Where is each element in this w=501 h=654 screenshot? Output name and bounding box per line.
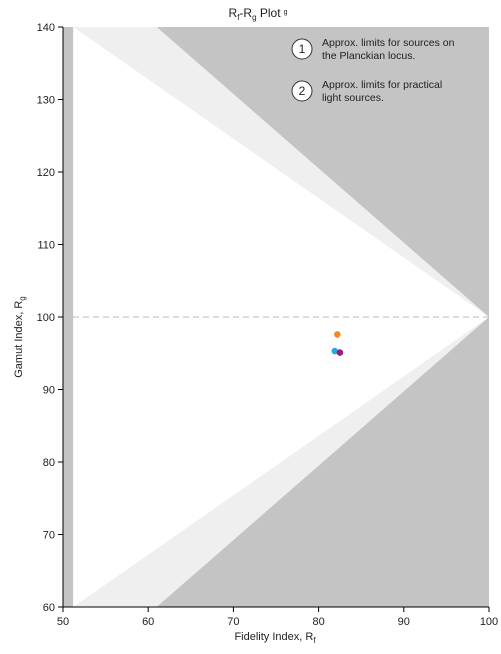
- annotation-number-circle: [291, 80, 313, 102]
- y-tick-label: 130: [37, 95, 55, 107]
- title-mid: -R: [239, 6, 252, 20]
- x-axis-title-sub: f: [313, 636, 316, 645]
- x-axis-title-main: Fidelity Index, R: [234, 631, 313, 643]
- data-point: [336, 349, 344, 356]
- y-tick-label: 80: [43, 457, 55, 469]
- title-sub-g: g: [252, 13, 256, 22]
- y-tick-label: 60: [43, 602, 55, 614]
- data-point: [331, 347, 339, 355]
- y-tick-label: 100: [37, 312, 55, 324]
- y-axis-title-main: Gamut Index, R: [13, 301, 25, 378]
- annotation-text-line: the Planckian locus.: [322, 50, 415, 62]
- x-tick-label: 50: [57, 616, 69, 628]
- annotation-number-circle: [291, 38, 313, 60]
- x-tick-label: 80: [312, 616, 324, 628]
- title-tail: Plot: [257, 6, 282, 20]
- y-axis-title: Gamut Index, Rg: [13, 296, 27, 378]
- x-tick-label: 70: [227, 616, 239, 628]
- y-tick-label: 110: [37, 240, 55, 252]
- data-points: [331, 331, 344, 356]
- annotation-number: 2: [299, 84, 306, 98]
- data-point: [334, 331, 341, 338]
- title-part-r: R: [229, 6, 238, 20]
- plot-area: [63, 27, 489, 607]
- y-tick-label: 90: [43, 385, 55, 397]
- planckian-limit-region: [73, 27, 489, 607]
- y-axis-title-sub: g: [18, 296, 27, 300]
- annotation-text-line: light sources.: [322, 92, 384, 104]
- x-tick-label: 90: [398, 616, 410, 628]
- title-sub-f: f: [237, 13, 240, 22]
- x-tick-label: 60: [142, 616, 154, 628]
- y-tick-label: 70: [43, 530, 55, 542]
- annotation-text-line: Approx. limits for sources on: [322, 37, 455, 49]
- annotation-number: 1: [299, 42, 306, 56]
- x-axis-title: Fidelity Index, Rf: [234, 631, 316, 645]
- annotation-text-line: Approx. limits for practical: [322, 79, 442, 91]
- y-tick-label: 140: [37, 22, 55, 34]
- x-tick-label: 100: [480, 616, 498, 628]
- chart-title: Rf-Rg Plot g: [229, 6, 288, 22]
- y-tick-label: 120: [37, 167, 55, 179]
- title-sup: g: [284, 9, 288, 16]
